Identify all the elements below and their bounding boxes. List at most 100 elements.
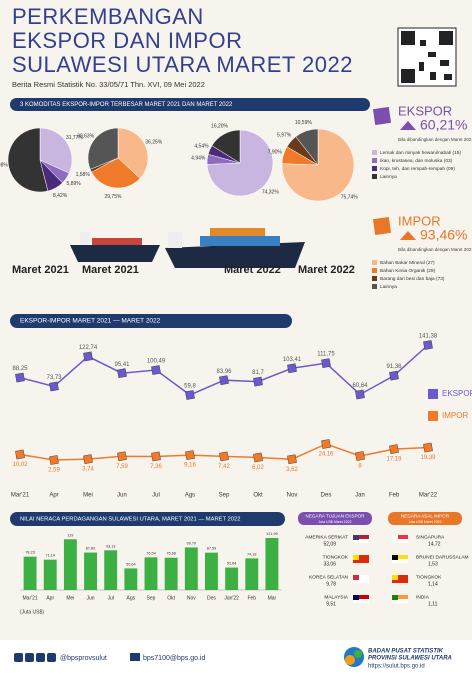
country-name: AMERIKA SERIKAT	[305, 534, 348, 540]
x-tick-label: Des	[321, 493, 332, 499]
marker	[423, 340, 433, 350]
summary-change: 60,21%	[420, 117, 467, 133]
section-header	[10, 314, 292, 328]
pie-slice	[117, 127, 149, 179]
footer-social: @bpsprovsulut	[60, 655, 107, 662]
marker	[287, 454, 297, 465]
x-tick-label: Nov	[187, 595, 196, 601]
legend-swatch	[372, 174, 377, 179]
legend-swatch	[372, 268, 377, 273]
data-label: 2,59	[48, 468, 60, 474]
data-label: 59,8	[184, 384, 196, 390]
flag	[392, 575, 398, 580]
unit-note: (Juta US$)	[20, 609, 44, 615]
x-tick-label: Ags	[185, 493, 195, 499]
data-label: 121,99	[266, 532, 278, 536]
period-label: Maret 2021	[12, 264, 69, 276]
flag	[353, 575, 359, 580]
pie-label: 36,25%	[145, 140, 163, 146]
data-label: 119	[67, 533, 73, 537]
x-tick-label: Sep	[219, 493, 230, 499]
legend-swatch	[372, 166, 377, 171]
bar	[104, 550, 118, 590]
bar	[164, 557, 178, 590]
flag	[353, 535, 359, 540]
section-title: NILAI NERACA PERDAGANGAN SULAWESI UTARA,…	[20, 517, 240, 523]
period-label: Maret 2021	[82, 264, 139, 276]
mail-icon	[130, 653, 140, 661]
x-tick-label: Mei	[66, 595, 74, 601]
bar	[205, 552, 218, 590]
x-tick-label: Jul	[107, 595, 113, 601]
section-title: EKSPOR-IMPOR MARET 2021 — MARET 2022	[20, 318, 161, 325]
legend-swatch	[372, 284, 377, 289]
x-tick-label: Jan	[355, 493, 365, 499]
data-label: 103,41	[283, 357, 302, 363]
social-icon	[47, 653, 56, 662]
partner-header	[388, 512, 462, 525]
pie-slice	[7, 127, 49, 193]
pie-label: 5,97%	[277, 133, 292, 139]
social-icon	[25, 653, 34, 662]
title-line: EKSPOR DAN IMPOR	[12, 28, 242, 53]
partner-title: NEGARA ASAL IMPOR	[401, 514, 450, 519]
marker	[117, 451, 127, 462]
partner-subtitle: Juta US$ Maret 2022	[408, 520, 441, 524]
marker	[15, 372, 25, 383]
data-label: 7,42	[218, 464, 230, 470]
data-label: 17,19	[386, 457, 402, 463]
marker	[355, 451, 365, 461]
pie-label: 30,63%	[77, 134, 95, 140]
x-tick-label: Feb	[247, 595, 256, 601]
flag	[392, 535, 408, 539]
marker	[321, 439, 331, 449]
x-tick-label: Apr	[49, 493, 58, 499]
x-tick-label: Mar	[268, 595, 277, 601]
flag	[353, 595, 359, 600]
pie-slice	[91, 157, 141, 189]
data-label: 93,13	[106, 544, 116, 548]
data-label: 111,75	[317, 352, 335, 358]
social-icon	[36, 653, 45, 662]
period-label: Maret 2022	[298, 264, 355, 276]
pie-slice	[39, 127, 73, 174]
cube-icon	[372, 106, 392, 126]
legend-label: Bahan Bakar Mineral (27)	[380, 260, 435, 266]
pie-label: 10,59%	[295, 120, 313, 126]
bar	[43, 559, 57, 590]
period-label: Maret 2022	[224, 264, 281, 276]
flag	[353, 599, 369, 603]
country-name: TIONGKOK	[323, 554, 349, 560]
data-label: 10,02	[12, 462, 28, 468]
pie-label: 53,98%	[0, 162, 8, 168]
legend-swatch	[372, 260, 377, 265]
flag	[353, 579, 369, 583]
pie-label: 29,75%	[104, 194, 122, 200]
marker	[117, 368, 127, 379]
marker	[49, 381, 59, 392]
x-tick-label: Des	[207, 595, 216, 601]
flag	[392, 559, 408, 563]
legend-label: IMPOR	[442, 411, 468, 420]
data-label: 78,23	[25, 551, 35, 555]
data-label: 81,7	[252, 370, 264, 376]
flag	[392, 539, 408, 543]
data-label: 87,82	[86, 547, 96, 551]
bar	[124, 568, 138, 590]
legend-label: Lemak dan minyak hewani/nabati (15)	[380, 150, 461, 156]
marker	[15, 449, 25, 460]
flag	[392, 599, 408, 603]
data-label: 7,36	[150, 464, 162, 470]
data-label: 7,59	[116, 464, 128, 470]
x-tick-label: Feb	[389, 493, 400, 499]
data-label: 141,38	[419, 334, 438, 340]
data-label: 76,54	[146, 551, 156, 555]
pie-slice	[281, 128, 355, 202]
data-label: 95,41	[114, 362, 130, 368]
section-title: 3 KOMODITAS EKSPOR-IMPOR TERBESAR MARET …	[20, 102, 233, 108]
data-label: 24,16	[318, 452, 334, 458]
data-label: 74,18	[247, 552, 257, 556]
summary-label: EKSPOR	[398, 103, 452, 118]
